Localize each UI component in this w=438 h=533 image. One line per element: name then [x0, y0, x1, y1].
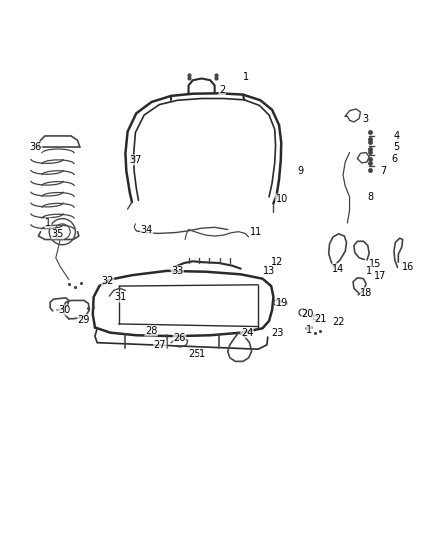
Text: 26: 26	[173, 333, 186, 343]
Text: 27: 27	[154, 340, 166, 350]
Text: 6: 6	[391, 154, 397, 164]
Text: 24: 24	[241, 328, 253, 337]
Text: 22: 22	[332, 317, 345, 327]
Text: 5: 5	[393, 142, 399, 152]
Text: 34: 34	[141, 225, 153, 236]
Text: 4: 4	[393, 131, 399, 141]
Text: 35: 35	[51, 229, 64, 239]
Text: 33: 33	[171, 266, 184, 276]
Text: 1: 1	[45, 218, 51, 228]
Text: 28: 28	[145, 326, 157, 336]
Text: 21: 21	[315, 314, 327, 324]
Text: 10: 10	[276, 194, 288, 204]
Text: 1: 1	[366, 266, 372, 276]
Text: 7: 7	[380, 166, 386, 176]
Text: 1: 1	[306, 325, 312, 335]
Text: 1: 1	[199, 350, 205, 359]
Text: 17: 17	[374, 271, 386, 281]
Text: 16: 16	[402, 262, 414, 271]
Text: 9: 9	[297, 166, 304, 176]
Text: 3: 3	[363, 114, 369, 124]
Text: 37: 37	[130, 155, 142, 165]
Text: 29: 29	[78, 314, 90, 325]
Text: 18: 18	[360, 288, 373, 297]
Text: 36: 36	[30, 142, 42, 152]
Text: 13: 13	[262, 266, 275, 276]
Text: 12: 12	[271, 257, 283, 267]
Text: 30: 30	[58, 305, 70, 315]
Text: 2: 2	[219, 85, 225, 95]
Text: 11: 11	[250, 227, 262, 237]
Text: 8: 8	[367, 192, 373, 202]
Text: 31: 31	[115, 292, 127, 302]
Text: 15: 15	[369, 260, 381, 269]
Text: 14: 14	[332, 264, 344, 273]
Text: 1: 1	[243, 72, 249, 82]
Text: 25: 25	[188, 349, 201, 359]
Text: 19: 19	[276, 298, 288, 309]
Text: 32: 32	[102, 276, 114, 286]
Text: 23: 23	[271, 328, 283, 337]
Text: 20: 20	[302, 309, 314, 319]
